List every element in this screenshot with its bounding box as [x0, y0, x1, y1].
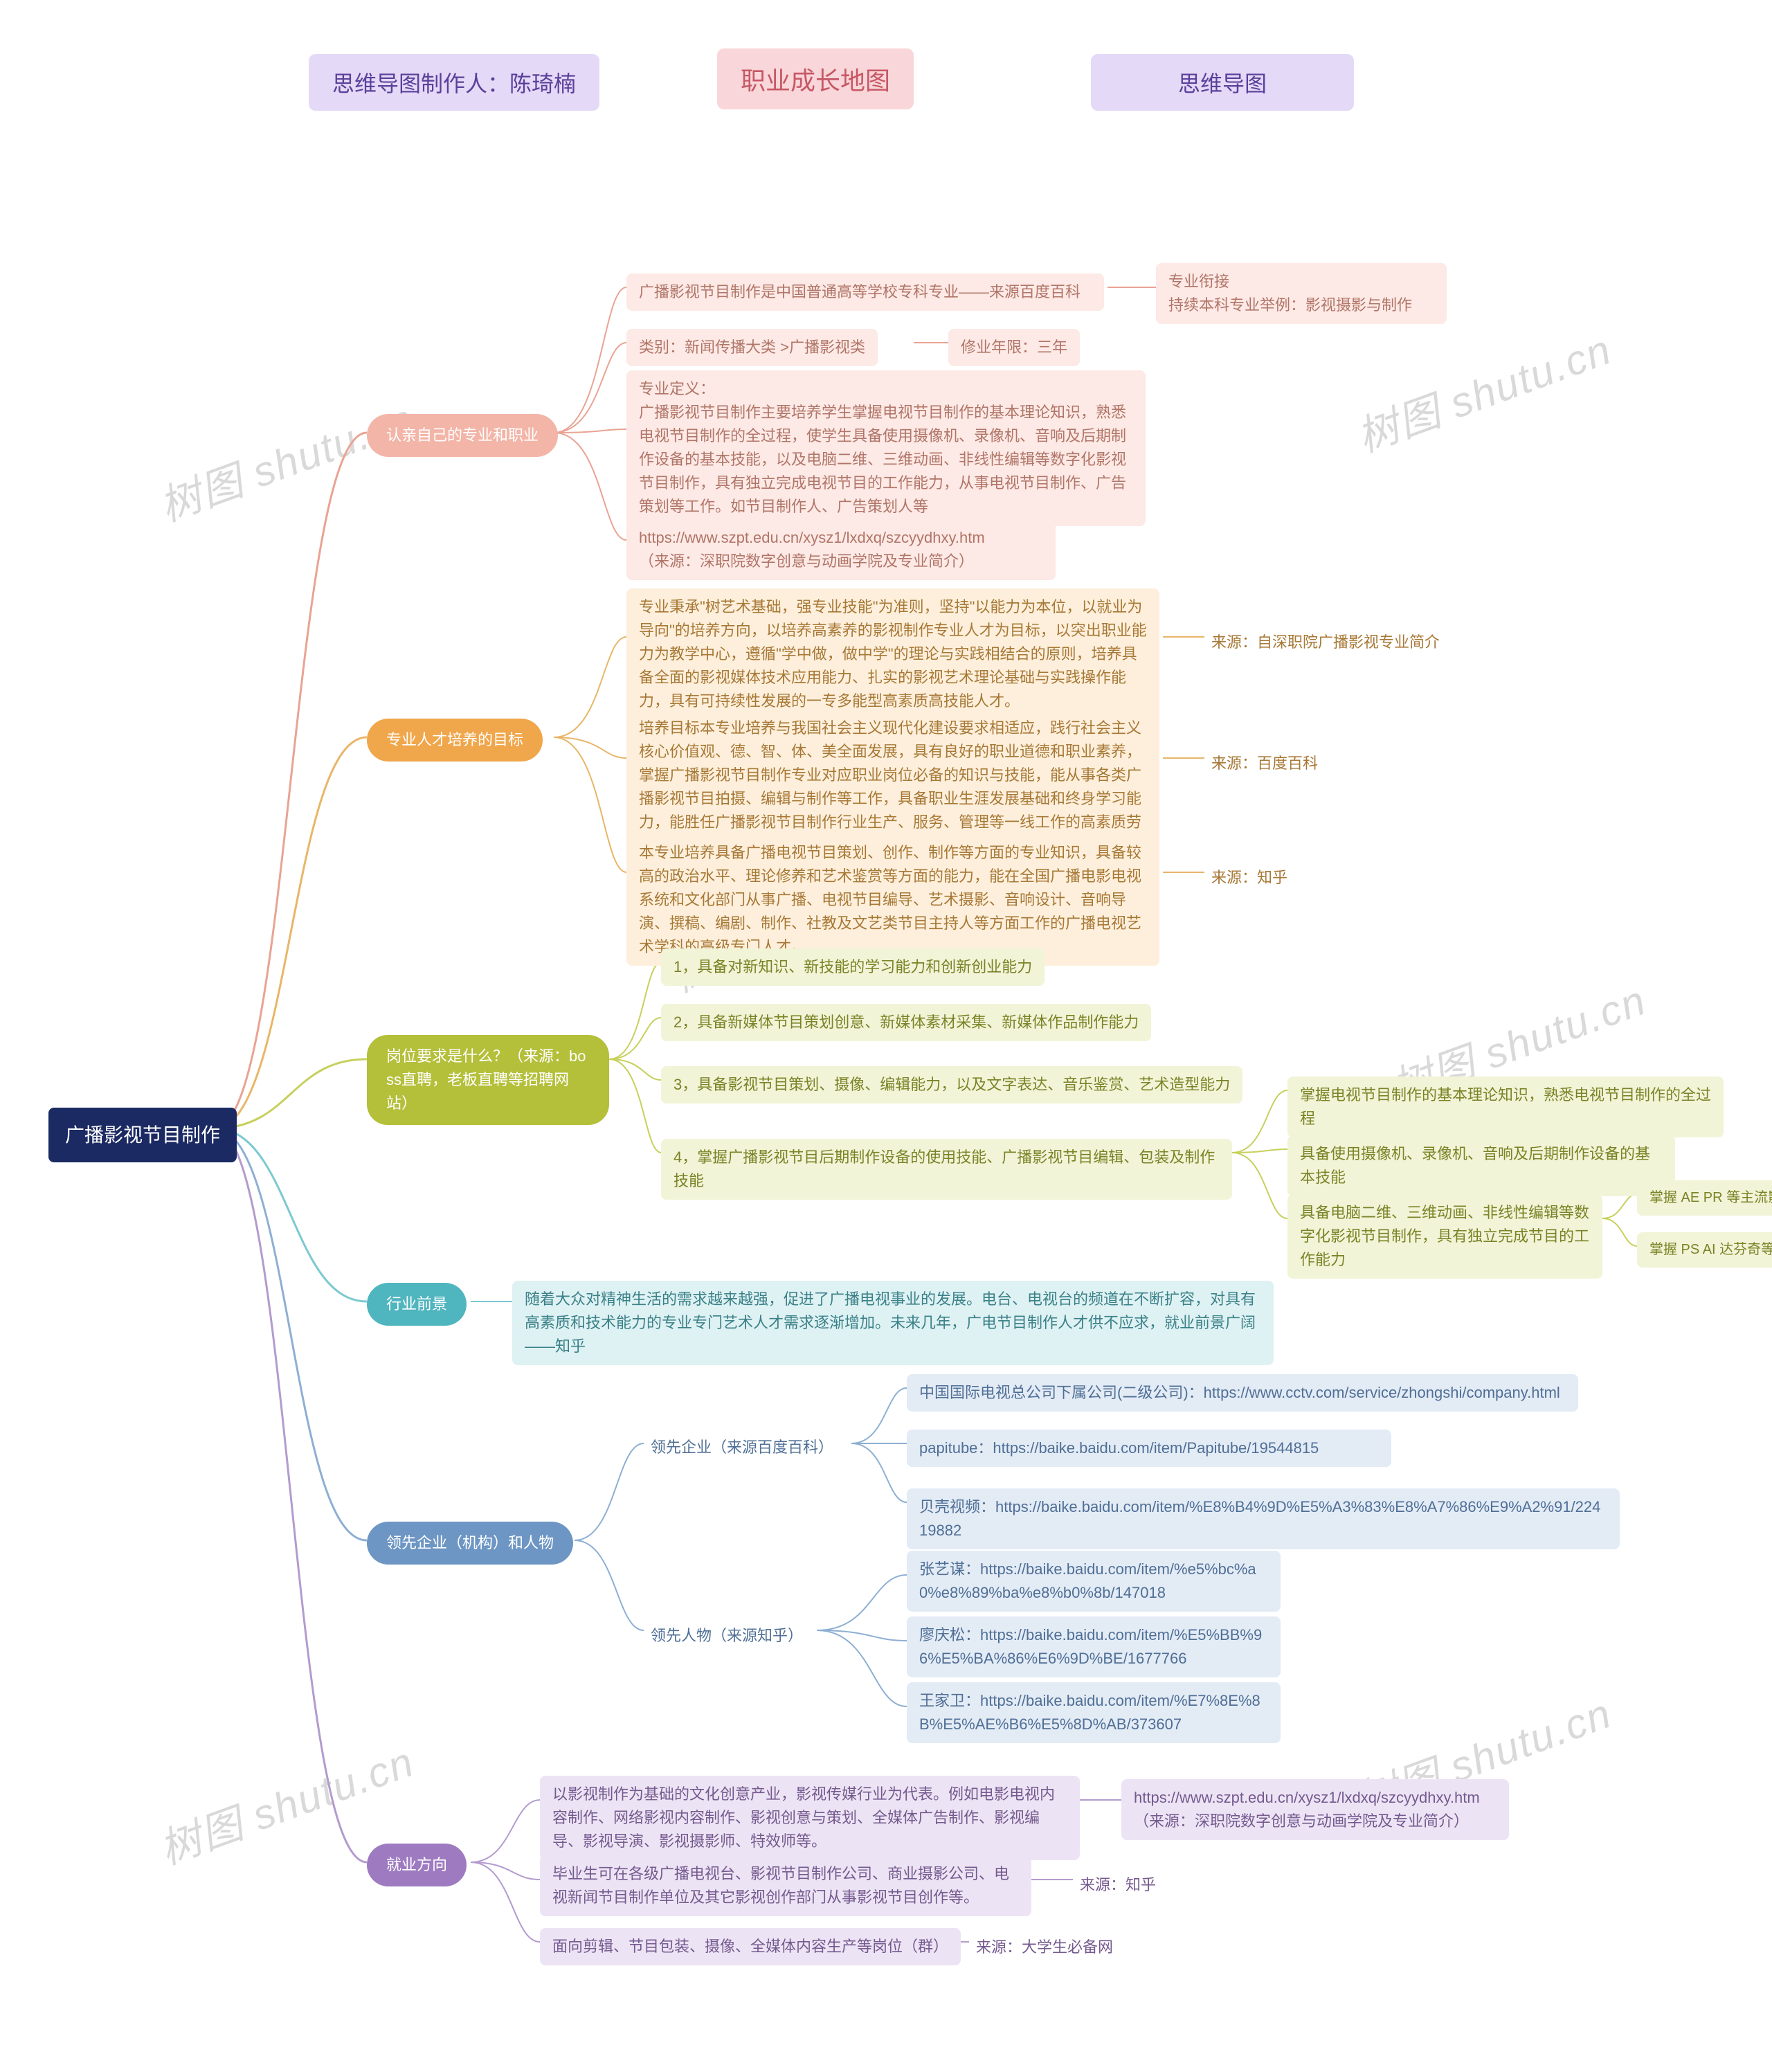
b3-n1: 1，具备对新知识、新技能的学习能力和创新创业能力 — [661, 948, 1045, 986]
b5-g1b: papitube：https://baike.baidu.com/item/Pa… — [907, 1430, 1391, 1467]
b6-n1s: https://www.szpt.edu.cn/xysz1/lxdxq/szcy… — [1121, 1779, 1509, 1840]
branch-5[interactable]: 领先企业（机构）和人物 — [367, 1522, 573, 1565]
mindmap-canvas: 树图 shutu.cn 树图 shutu.cn 树图 shutu.cn 树图 s… — [0, 0, 1772, 2072]
branch-2[interactable]: 专业人才培养的目标 — [367, 719, 543, 762]
b5-g2: 领先人物（来源知乎） — [644, 1620, 810, 1652]
b1-n2l: 类别：新闻传播大类 >广播影视类 — [626, 329, 878, 366]
branch-6[interactable]: 就业方向 — [367, 1844, 467, 1886]
b1-n2r: 修业年限：三年 — [948, 329, 1080, 366]
root-node[interactable]: 广播影视节目制作 — [48, 1108, 237, 1162]
b6-n3s: 来源：大学生必备网 — [969, 1931, 1120, 1963]
b3-n4: 4，掌握广播影视节目后期制作设备的使用技能、广播影视节目编辑、包装及制作技能 — [661, 1139, 1232, 1200]
b3-n3: 3，具备影视节目策划、摄像、编辑能力，以及文字表达、音乐鉴赏、艺术造型能力 — [661, 1066, 1242, 1103]
b1-n3: 专业定义： 广播影视节目制作主要培养学生掌握电视节目制作的基本理论知识，熟悉电视… — [626, 370, 1146, 526]
b6-n2s: 来源：知乎 — [1073, 1869, 1163, 1901]
b3-n4c: 具备电脑二维、三维动画、非线性编辑等数字化影视节目制作，具有独立完成节目的工作能… — [1287, 1194, 1602, 1279]
branch-1[interactable]: 认亲自己的专业和职业 — [367, 414, 558, 457]
b5-g2c: 王家卫：https://baike.baidu.com/item/%E7%8E%… — [907, 1682, 1281, 1743]
b2-n3s: 来源：知乎 — [1204, 862, 1294, 894]
b3-n4c1: 掌握 AE PR 等主流影视后期软件 — [1637, 1180, 1772, 1216]
b3-n4b: 具备使用摄像机、录像机、音响及后期制作设备的基本技能 — [1287, 1135, 1675, 1196]
header-title: 职业成长地图 — [717, 48, 914, 109]
b6-n1: 以影视制作为基础的文化创意产业，影视传媒行业为代表。例如电影电视内容制作、网络影… — [540, 1776, 1080, 1860]
b6-n2: 毕业生可在各级广播电视台、影视节目制作公司、商业摄影公司、电视新闻节目制作单位及… — [540, 1855, 1031, 1916]
b2-n1: 专业秉承"树艺术基础，强专业技能"为准则，坚持"以能力为本位，以就业为导向"的培… — [626, 588, 1159, 720]
b2-n3: 本专业培养具备广播电视节目策划、创作、制作等方面的专业知识，具备较高的政治水平、… — [626, 834, 1159, 966]
b2-n2s: 来源：百度百科 — [1204, 748, 1325, 780]
b5-g2b: 廖庆松：https://baike.baidu.com/item/%E5%BB%… — [907, 1616, 1281, 1677]
b1-n1a: 专业衔接 持续本科专业举例：影视摄影与制作 — [1156, 263, 1447, 324]
b3-n4c2: 掌握 PS AI 达芬奇等辅助性的软件 — [1637, 1232, 1772, 1268]
b1-n4: https://www.szpt.edu.cn/xysz1/lxdxq/szcy… — [626, 519, 1056, 580]
b6-n3: 面向剪辑、节目包装、摄像、全媒体内容生产等岗位（群） — [540, 1928, 961, 1965]
header-right: 思维导图 — [1091, 54, 1354, 111]
branch-4[interactable]: 行业前景 — [367, 1283, 467, 1326]
b5-g1a: 中国国际电视总公司下属公司(二级公司)：https://www.cctv.com… — [907, 1374, 1578, 1412]
b5-g1c: 贝壳视频：https://baike.baidu.com/item/%E8%B4… — [907, 1488, 1620, 1549]
b3-n2: 2，具备新媒体节目策划创意、新媒体素材采集、新媒体作品制作能力 — [661, 1004, 1151, 1041]
watermark: 树图 shutu.cn — [150, 386, 422, 534]
b5-g1: 领先企业（来源百度百科） — [644, 1432, 840, 1463]
b2-n1s: 来源：自深职院广播影视专业简介 — [1204, 627, 1447, 658]
b4-n1: 随着大众对精神生活的需求越来越强，促进了广播电视事业的发展。电台、电视台的频道在… — [512, 1281, 1274, 1365]
b5-g2a: 张艺谋：https://baike.baidu.com/item/%e5%bc%… — [907, 1551, 1281, 1612]
branch-3[interactable]: 岗位要求是什么？（来源：boss直聘，老板直聘等招聘网站） — [367, 1035, 609, 1125]
b1-n1: 广播影视节目制作是中国普通高等学校专科专业——来源百度百科 — [626, 273, 1104, 311]
header-author: 思维导图制作人：陈琦楠 — [309, 54, 599, 111]
b3-n4a: 掌握电视节目制作的基本理论知识，熟悉电视节目制作的全过程 — [1287, 1076, 1724, 1137]
watermark: 树图 shutu.cn — [1348, 316, 1619, 465]
